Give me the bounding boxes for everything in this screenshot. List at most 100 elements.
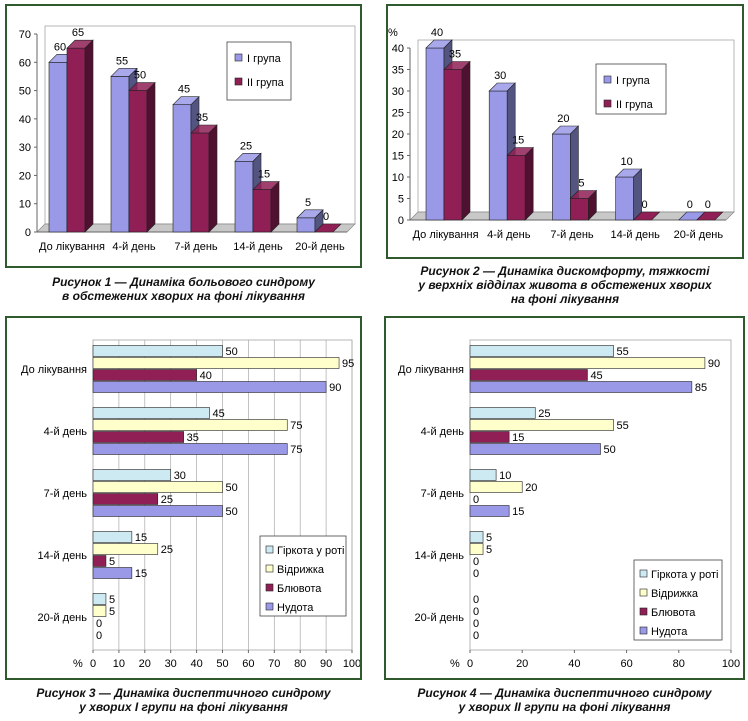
legend-label: Блювота <box>277 583 322 595</box>
bar-1 <box>469 407 536 419</box>
data-label: 25 <box>240 140 252 152</box>
data-label: 0 <box>323 211 329 223</box>
data-label: 10 <box>620 156 632 168</box>
legend-label: Відрижка <box>651 588 699 600</box>
legend-swatch <box>234 77 243 86</box>
data-label: 0 <box>473 568 479 580</box>
legend-label: Гіркота у роті <box>277 545 344 557</box>
data-label: 50 <box>134 70 146 82</box>
bar-1 <box>92 531 133 543</box>
legend-swatch <box>603 75 612 84</box>
y-tick-label: 4-й день <box>44 426 88 438</box>
data-label: 95 <box>342 358 354 370</box>
data-label: 40 <box>431 27 443 39</box>
bar-1 <box>92 407 210 419</box>
data-label: 5 <box>109 594 115 606</box>
data-label: 55 <box>116 55 128 67</box>
bar-side-2 <box>270 180 280 233</box>
bar-2 <box>696 211 724 221</box>
legend-label: Відрижка <box>277 564 325 576</box>
bar-1 <box>488 90 508 221</box>
legend-swatch <box>639 569 648 578</box>
y-tick-label: 20-й день <box>38 612 88 624</box>
legend-swatch <box>639 607 648 616</box>
bar-2 <box>128 90 148 233</box>
bar-2 <box>469 481 523 493</box>
data-label: 0 <box>705 199 711 211</box>
x-tick-label: 4-й день <box>112 241 156 253</box>
y-tick-label: 10 <box>392 172 404 184</box>
x-tick-label: 14-й день <box>610 229 660 241</box>
data-label: 0 <box>642 199 648 211</box>
bar-1 <box>92 345 223 357</box>
y-tick-label: 30 <box>392 86 404 98</box>
bar-side-2 <box>208 124 218 233</box>
bar-2 <box>469 419 614 431</box>
data-label: 45 <box>178 84 190 96</box>
x-tick-label: 7-й день <box>550 229 594 241</box>
figure-1-panel: 0 10 20 30 40 50 60 70 До лікування 60 65 4-й день 5… <box>5 4 362 268</box>
x-tick-label: 100 <box>722 658 740 670</box>
y-tick-label: 40 <box>392 43 404 55</box>
x-tick-label: 0 <box>467 658 473 670</box>
data-label: 65 <box>72 27 84 39</box>
figure-4-panel: 0 20 40 60 80 100% До лікування 55 90 45 85 4-й ден… <box>384 316 745 680</box>
figure-3-caption-line-1: Рисунок 3 — Динаміка диспептичного синдр… <box>36 686 331 700</box>
bar-4 <box>92 567 133 579</box>
bar-4 <box>92 505 223 517</box>
data-label: 15 <box>512 506 524 518</box>
figure-4-caption: Рисунок 4 — Динаміка диспептичного синдр… <box>384 686 745 714</box>
data-label: 45 <box>213 408 225 420</box>
data-label: 0 <box>96 618 102 630</box>
x-tick-label: 20 <box>139 658 151 670</box>
y-tick-label: 0 <box>398 215 404 227</box>
data-label: 75 <box>290 444 302 456</box>
data-label: 15 <box>512 432 524 444</box>
y-tick-label: 20-й день <box>415 612 465 624</box>
bar-1 <box>615 176 634 221</box>
figure-2-caption: Рисунок 2 — Динаміка дискомфорту, тяжкос… <box>386 264 744 306</box>
x-tick-label: 4-й день <box>487 229 531 241</box>
data-label: 20 <box>557 113 569 125</box>
data-label: 50 <box>226 482 238 494</box>
data-label: 15 <box>258 169 270 181</box>
bar-2 <box>506 155 526 221</box>
data-label: 50 <box>226 506 238 518</box>
data-label: 55 <box>617 346 629 358</box>
y-tick-label: 0 <box>25 227 31 239</box>
bar-1 <box>469 345 614 357</box>
data-label: 35 <box>187 432 199 444</box>
data-label: 15 <box>135 532 147 544</box>
x-tick-label: 50 <box>216 658 228 670</box>
data-label: 0 <box>687 199 693 211</box>
bar-4 <box>469 381 693 393</box>
figure-2-panel: 0 5 10 15 20 25 30 35 40% До лікування 40 35 4-й ден… <box>386 4 744 259</box>
bar-2 <box>469 543 484 555</box>
figure-1-caption-line-2: в обстежених хворих на фоні лікування <box>62 289 305 303</box>
legend-label: I група <box>616 75 651 87</box>
legend-swatch <box>265 583 274 592</box>
figure-3-chart: 0 10 20 30 40 50 60 70 80 90 100%До лікування50954… <box>21 339 360 670</box>
legend-label: Гіркота у роті <box>651 569 718 581</box>
legend-swatch <box>234 53 243 62</box>
x-tick-label: 60 <box>242 658 254 670</box>
bar-2 <box>632 211 661 221</box>
data-label: 35 <box>449 49 461 61</box>
data-label: 50 <box>604 444 616 456</box>
data-label: 50 <box>226 346 238 358</box>
x-axis-label: % <box>450 658 460 670</box>
data-label: 25 <box>538 408 550 420</box>
x-tick-label: 80 <box>294 658 306 670</box>
bar-2 <box>190 132 210 233</box>
legend-swatch <box>265 564 274 573</box>
data-label: 0 <box>473 618 479 630</box>
data-label: 0 <box>473 494 479 506</box>
y-tick-label: 20 <box>19 170 31 182</box>
y-tick-label: 50 <box>19 86 31 98</box>
x-tick-label: 20 <box>516 658 528 670</box>
figure-4-caption-line-2: у хворих ІІ групи на фоні лікування <box>458 700 671 714</box>
data-label: 10 <box>499 470 511 482</box>
y-tick-label: 30 <box>19 142 31 154</box>
data-label: 20 <box>525 482 537 494</box>
bar-1 <box>425 47 445 221</box>
